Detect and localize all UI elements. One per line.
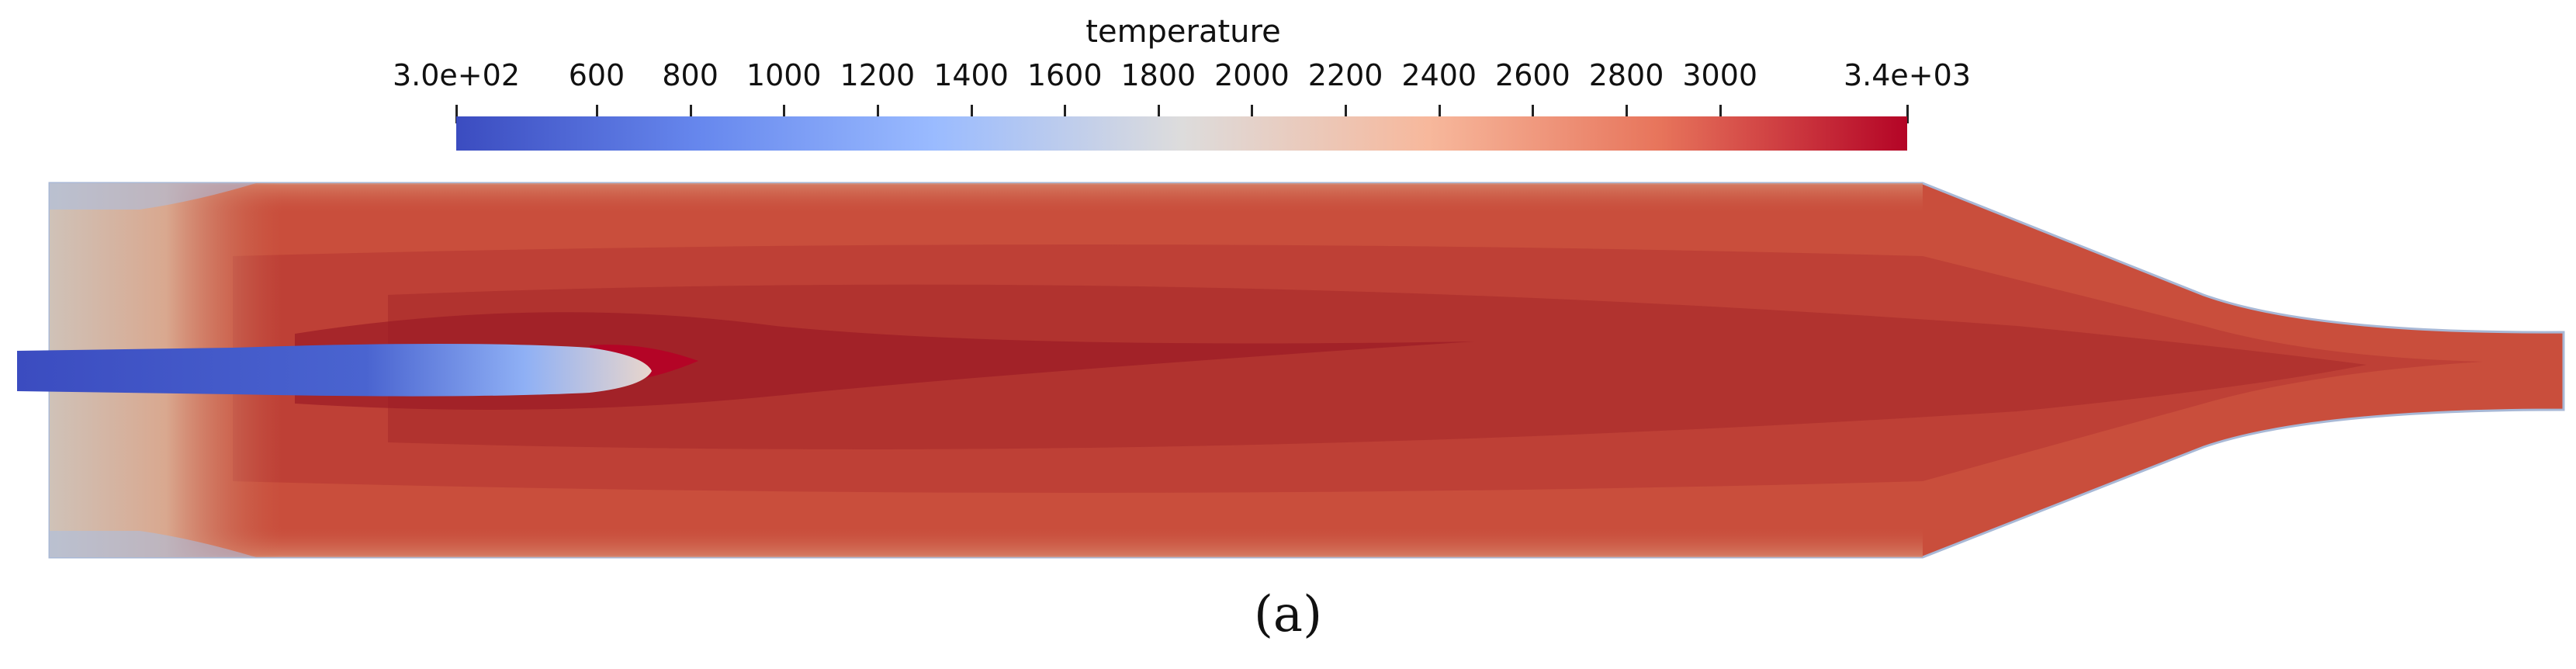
colorbar-tick-mark bbox=[1157, 105, 1160, 123]
colorbar-tick-label: 2600 bbox=[1495, 58, 1570, 92]
colorbar-tick-label: 1200 bbox=[840, 58, 916, 92]
colorbar-title: temperature bbox=[1085, 14, 1281, 50]
colorbar-tick-mark bbox=[1251, 105, 1254, 123]
colorbar-tick-label: 2000 bbox=[1214, 58, 1290, 92]
colorbar-tick-mark bbox=[1345, 105, 1348, 123]
colorbar-tick-mark bbox=[1064, 105, 1067, 123]
colorbar-tick-label: 3.4e+03 bbox=[1843, 58, 1972, 92]
colorbar-tick-mark bbox=[1532, 105, 1535, 123]
colorbar-tick-label: 600 bbox=[568, 58, 625, 92]
colorbar-tick-mark bbox=[595, 105, 598, 123]
colorbar-tick-label: 3.0e+02 bbox=[392, 58, 521, 92]
colorbar-tick-mark bbox=[876, 105, 879, 123]
colorbar-tick-mark bbox=[783, 105, 786, 123]
colorbar-tick-mark bbox=[1906, 105, 1909, 123]
colorbar-tick-label: 1800 bbox=[1120, 58, 1196, 92]
colorbar-tick-label: 800 bbox=[662, 58, 718, 92]
colorbar-tick-label: 3000 bbox=[1682, 58, 1758, 92]
figure-caption: (a) bbox=[1253, 586, 1323, 643]
colorbar-tick-mark bbox=[689, 105, 692, 123]
colorbar-tick-label: 2800 bbox=[1588, 58, 1664, 92]
colorbar-tick-label: 2400 bbox=[1401, 58, 1477, 92]
colorbar-tick-label: 1600 bbox=[1027, 58, 1103, 92]
colorbar-tick-label: 1000 bbox=[746, 58, 822, 92]
colorbar-tick-mark bbox=[1719, 105, 1722, 123]
colorbar-tick-mark bbox=[1626, 105, 1629, 123]
colorbar-tick-mark bbox=[455, 105, 458, 123]
colorbar-tick-mark bbox=[970, 105, 973, 123]
colorbar-tick-label: 2200 bbox=[1307, 58, 1383, 92]
colorbar-tick-label: 1400 bbox=[933, 58, 1009, 92]
colorbar-tick-mark bbox=[1438, 105, 1441, 123]
colorbar bbox=[456, 116, 1907, 151]
